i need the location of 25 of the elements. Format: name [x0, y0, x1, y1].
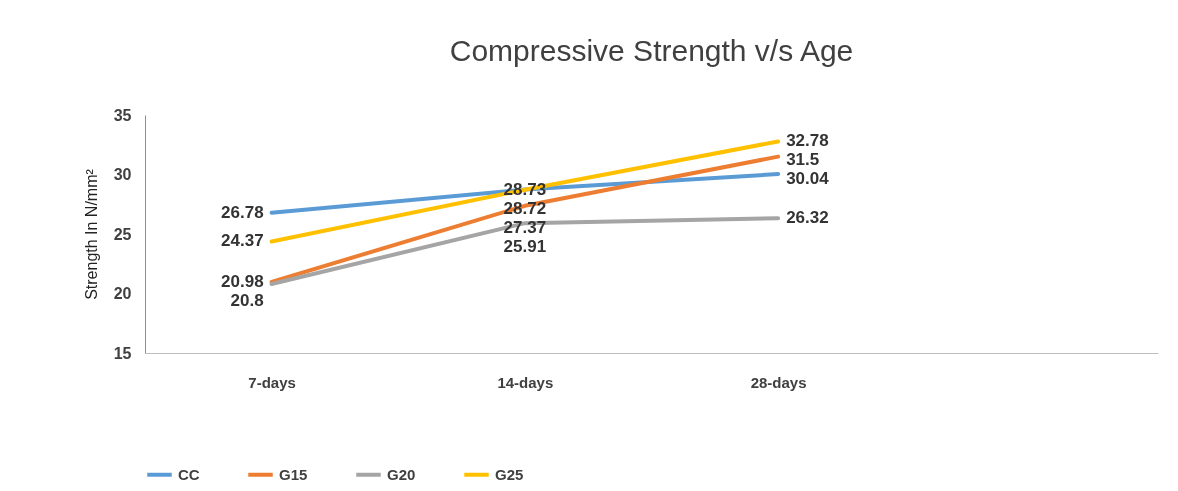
data-label: 28.73	[503, 179, 547, 199]
data-label: 20.98	[221, 271, 264, 291]
data-label: 20.8	[230, 290, 264, 310]
y-tick-label: 30	[113, 166, 132, 183]
data-label: 31.5	[786, 150, 820, 170]
legend-label: CC	[178, 465, 200, 483]
x-tick-label: 7-days	[248, 373, 296, 391]
y-tick-label: 20	[113, 285, 132, 302]
x-tick-label: 28-days	[750, 373, 807, 391]
chart-title: Compressive Strength v/s Age	[449, 34, 854, 67]
y-tick-label: 35	[113, 106, 132, 124]
data-label: 26.78	[221, 202, 264, 222]
x-tick-label: 14-days	[497, 373, 554, 391]
legend-label: G15	[279, 465, 308, 483]
data-label: 26.32	[786, 208, 829, 228]
y-axis-title: Strength In N/mm²	[82, 168, 100, 300]
data-label: 25.91	[503, 236, 547, 256]
data-label: 32.78	[786, 131, 829, 151]
data-label: 30.04	[786, 169, 830, 189]
legend-label: G20	[387, 465, 416, 483]
y-tick-label: 15	[113, 344, 132, 362]
data-label: 27.37	[503, 217, 547, 237]
data-label: 24.37	[221, 231, 264, 251]
legend-label: G25	[495, 465, 524, 483]
y-tick-label: 25	[113, 225, 132, 243]
